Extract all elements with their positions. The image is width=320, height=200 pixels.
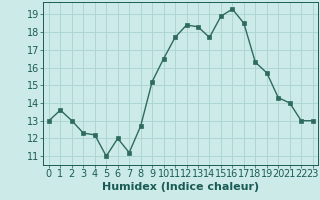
X-axis label: Humidex (Indice chaleur): Humidex (Indice chaleur) bbox=[102, 182, 260, 192]
